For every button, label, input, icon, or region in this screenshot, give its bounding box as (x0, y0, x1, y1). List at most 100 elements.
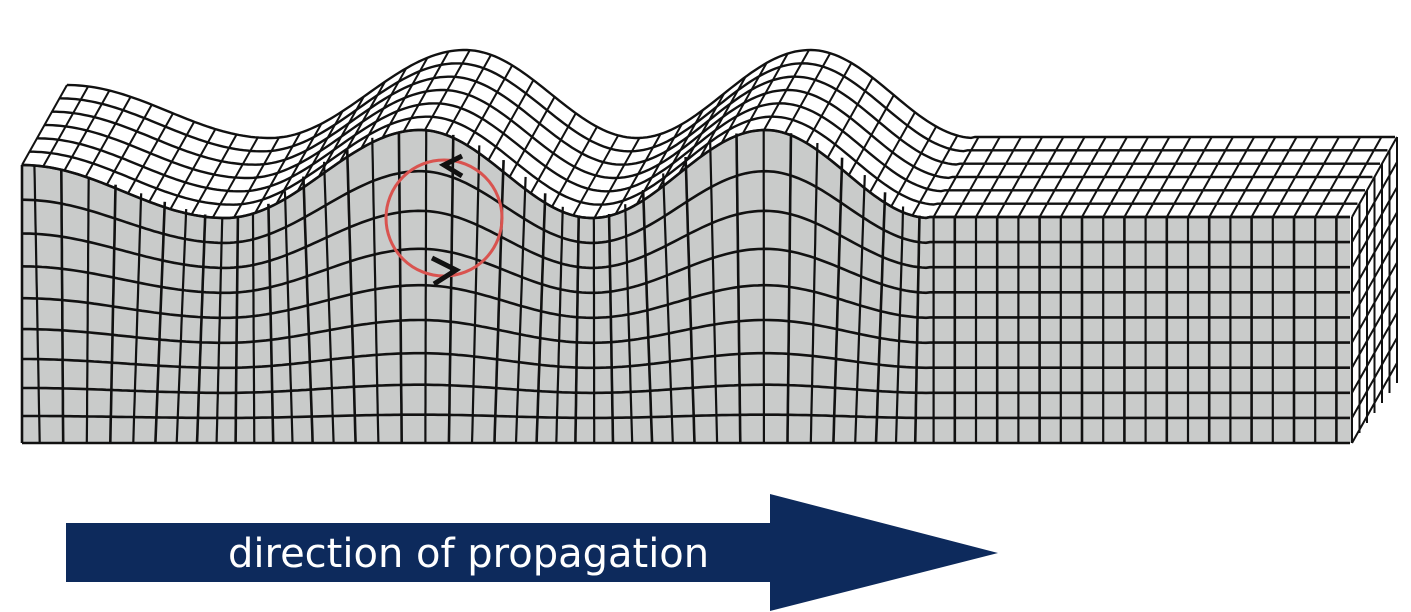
surface-cross-line (1229, 136, 1277, 218)
surface-cross-line (487, 79, 535, 161)
surface-cross-line (911, 135, 959, 217)
surface-cross-line (84, 96, 132, 178)
surface-cross-line (275, 123, 323, 205)
mesh-vertical-line (234, 217, 240, 444)
surface-cross-line (1102, 136, 1150, 218)
propagation-arrow-label: direction of propagation (228, 531, 709, 577)
side-horizontal-line (1351, 161, 1398, 243)
surface-cross-line (932, 136, 980, 218)
surface-cross-line (741, 53, 789, 135)
surface-cross-line (996, 136, 1044, 218)
mesh-horizontal-line (21, 128, 1350, 220)
surface-cross-line (763, 49, 810, 131)
surface-cross-line (826, 77, 874, 159)
mesh-vertical-line (641, 189, 654, 444)
surface-cross-line (1208, 136, 1256, 218)
side-horizontal-line (1351, 337, 1398, 419)
surface-cross-line (1017, 136, 1065, 218)
surface-cross-line (42, 85, 90, 167)
mesh-horizontal-line (22, 283, 1350, 320)
surface-cross-line (402, 51, 450, 133)
mesh-vertical-line (535, 193, 547, 444)
mesh-vertical-line (607, 213, 615, 444)
mesh-horizontal-line (22, 413, 1350, 420)
surface-cross-line (1144, 136, 1192, 218)
mesh-vertical-line (913, 215, 921, 444)
mesh-vertical-line (874, 192, 887, 444)
surface-cross-line (1081, 136, 1128, 218)
mesh-vertical-line (109, 184, 117, 444)
side-horizontal-line (1351, 136, 1398, 218)
mesh-vertical-line (894, 206, 905, 444)
surface-cross-line (190, 134, 238, 216)
mesh-vertical-line (175, 209, 188, 444)
surface-cross-line (1165, 136, 1213, 218)
mesh-horizontal-line (22, 351, 1350, 370)
orbit-arrow-bottom-icon (430, 255, 462, 287)
surface-cross-line (975, 136, 1022, 218)
surface-cross-line (21, 84, 68, 166)
surface-depth-line (36, 102, 1365, 193)
surface-cross-line (784, 52, 832, 134)
mesh-vertical-line (832, 157, 844, 444)
surface-cross-line (233, 137, 280, 219)
surface-cross-line (657, 109, 704, 191)
mesh-horizontal-line (22, 383, 1350, 395)
surface-cross-line (466, 64, 514, 146)
surface-cross-line (953, 136, 1001, 218)
mesh-vertical-line (195, 214, 207, 444)
surface-cross-line (720, 62, 768, 144)
surface-cross-line (1059, 136, 1107, 218)
surface-cross-line (63, 90, 111, 171)
particle-orbit (384, 153, 504, 287)
mesh-vertical-line (85, 176, 90, 444)
surface-cross-line (847, 94, 895, 176)
surface-cross-line (593, 137, 641, 219)
surface-depth-line (44, 88, 1373, 180)
mesh-vertical-line (60, 170, 65, 444)
surface-depth-line (59, 62, 1388, 153)
surface-cross-line (551, 126, 598, 208)
side-horizontal-line (1351, 312, 1398, 394)
block-top-surface-grid (21, 48, 1395, 220)
orbit-arrow-top-icon (438, 153, 464, 179)
mesh-vertical-line (574, 215, 580, 444)
side-horizontal-line (1351, 186, 1398, 268)
surface-cross-line (254, 132, 302, 214)
surface-cross-line (1187, 136, 1234, 218)
mesh-vertical-line (283, 191, 294, 444)
mesh-vertical-line (323, 161, 335, 444)
surface-cross-line (381, 57, 429, 139)
surface-depth-line (29, 115, 1358, 206)
mesh-vertical-line (662, 173, 674, 444)
surface-cross-line (1038, 136, 1086, 218)
mesh-horizontal-line (21, 247, 1350, 295)
mesh-vertical-line (854, 175, 866, 444)
surface-cross-line (1271, 136, 1319, 218)
surface-cross-line (317, 96, 365, 178)
surface-cross-line (1335, 136, 1383, 218)
surface-cross-line (572, 134, 620, 216)
mesh-vertical-line (267, 203, 275, 444)
side-horizontal-line (1351, 262, 1398, 344)
surface-cross-line (529, 112, 577, 194)
block-front-face-grid (20, 128, 1350, 445)
surface-cross-line (296, 110, 344, 192)
block-right-face-grid (1351, 136, 1398, 444)
mesh-vertical-line (33, 166, 41, 444)
mesh-vertical-line (251, 212, 256, 444)
surface-cross-line (1293, 136, 1340, 218)
surface-depth-line (52, 75, 1380, 166)
surface-cross-line (445, 54, 492, 136)
surface-depth-line (66, 48, 1395, 140)
mesh-horizontal-line (22, 318, 1350, 345)
mesh-vertical-line (624, 204, 634, 444)
surface-cross-line (148, 121, 196, 203)
surface-cross-line (360, 67, 408, 149)
surface-cross-line (805, 62, 853, 144)
side-horizontal-line (1351, 362, 1398, 444)
surface-cross-line (105, 104, 153, 186)
side-horizontal-line (1351, 211, 1398, 293)
surface-cross-line (169, 128, 217, 210)
